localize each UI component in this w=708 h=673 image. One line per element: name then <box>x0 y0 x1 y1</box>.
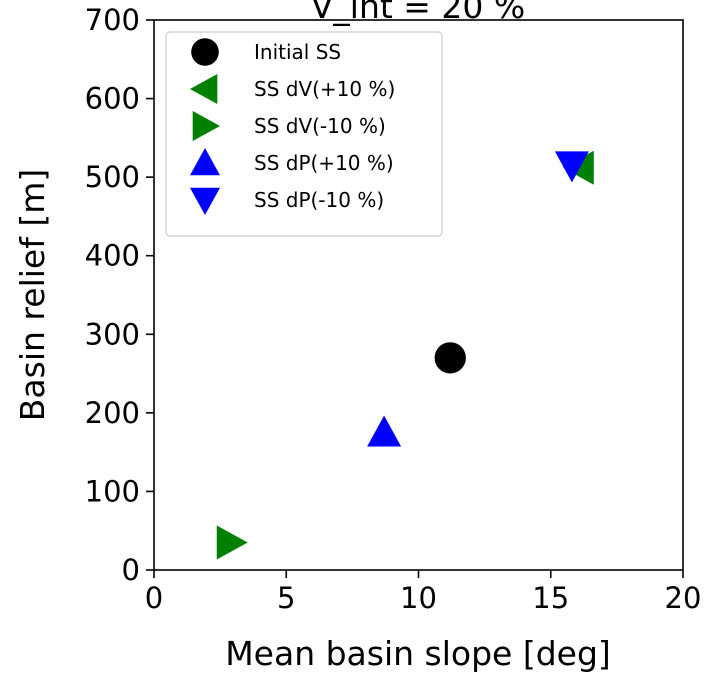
y-axis-label: Basin relief [m] <box>13 169 52 421</box>
legend-label-0: Initial SS <box>254 40 341 64</box>
legend-label-2: SS dV(-10 %) <box>254 114 386 138</box>
plot-frame <box>153 19 684 571</box>
x-tick-label-0: 0 <box>145 581 163 615</box>
legend-label-1: SS dV(+10 %) <box>254 77 395 101</box>
data-point-0 <box>434 342 466 374</box>
legend-marker-2 <box>192 111 220 141</box>
legend-frame <box>165 31 443 237</box>
y-tick-label-2: 200 <box>85 396 140 430</box>
x-tick-label-2: 10 <box>400 581 437 615</box>
data-point-4 <box>554 151 589 183</box>
legend-marker-1 <box>190 74 218 104</box>
legend-marker-4 <box>190 187 220 215</box>
y-tick-label-7: 700 <box>85 3 140 37</box>
legend-marker-3 <box>190 148 220 176</box>
legend-label-4: SS dP(-10 %) <box>254 188 384 212</box>
x-tick-label-1: 5 <box>277 581 295 615</box>
x-axis-label: Mean basin slope [deg] <box>225 634 611 673</box>
legend: Initial SS SS dV(+10 %) SS dV(-10 %) SS dP(… <box>165 31 443 237</box>
legend-label-3: SS dP(+10 %) <box>254 151 394 175</box>
data-markers <box>216 150 594 560</box>
y-tick-label-3: 300 <box>85 317 140 351</box>
x-tick-label-4: 20 <box>665 581 702 615</box>
y-tick-label-1: 100 <box>85 474 140 508</box>
y-tick-label-5: 500 <box>85 160 140 194</box>
chart-title: V_int = 20 % <box>311 0 526 26</box>
legend-marker-0 <box>191 38 219 66</box>
y-tick-label-0: 0 <box>122 553 140 587</box>
x-tick-label-3: 15 <box>532 581 569 615</box>
data-point-3 <box>367 415 402 447</box>
y-tick-label-6: 600 <box>85 82 140 116</box>
data-point-2 <box>216 525 248 560</box>
y-tick-label-4: 400 <box>85 239 140 273</box>
